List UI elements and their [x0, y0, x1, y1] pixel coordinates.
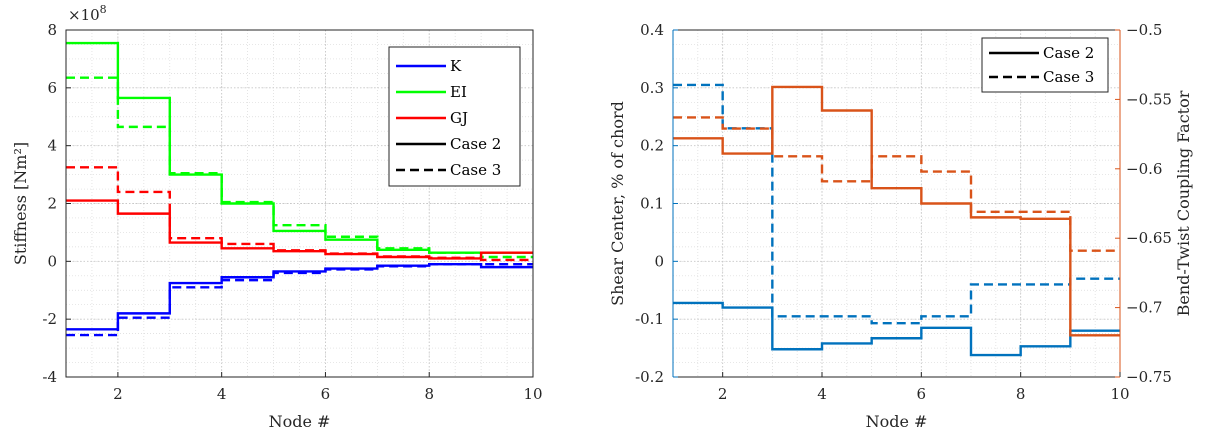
- y-tick-label-left: 0.2: [640, 137, 664, 155]
- legend-label: Case 2: [1043, 44, 1094, 62]
- shear-center-coupling-chart: 2 4 6 8 10 -0.2 -0.1 0 0.1 0.2 0.3 0.4 −0.75 −0.7 −0.6…: [608, 21, 1193, 431]
- series-shear-center-case-2: [673, 301, 1120, 357]
- y-tick-label: 2: [47, 195, 57, 213]
- y-exponent-power: 8: [100, 3, 107, 16]
- y-tick-label-right: −0.6: [1126, 160, 1162, 178]
- x-tick-label: 2: [113, 385, 123, 403]
- y-tick-label-left: 0: [654, 252, 664, 270]
- x-axis-label: Node #: [866, 412, 928, 431]
- y-tick-label: 4: [47, 137, 57, 155]
- legend: K EI GJ Case 2 Case 3: [388, 46, 521, 187]
- y-tick-label-right: −0.55: [1126, 90, 1172, 108]
- y-tick-label-right: −0.7: [1126, 299, 1162, 317]
- x-tick-label: 6: [321, 385, 331, 403]
- legend-label: K: [450, 57, 462, 75]
- y-tick-label-right: −0.75: [1126, 368, 1172, 386]
- legend-box: [388, 46, 521, 187]
- legend: Case 2 Case 3: [981, 37, 1109, 93]
- series-coupling-case-3: [673, 116, 1120, 252]
- x-tick-label: 10: [1110, 385, 1129, 403]
- series-gj-case-3: [66, 166, 533, 262]
- y-axis-label-right: Bend-Twist Coupling Factor: [1174, 90, 1193, 316]
- y-tick-label: -4: [42, 368, 57, 386]
- y-tick-label-right: −0.65: [1126, 229, 1172, 247]
- x-tick-label: 4: [217, 385, 227, 403]
- y-axis-label: Stiffness [Nm²]: [11, 142, 30, 265]
- series-coupling-case-2: [673, 85, 1120, 337]
- legend-box: [981, 37, 1109, 93]
- x-tick-label: 10: [523, 385, 542, 403]
- x-tick-label: 8: [424, 385, 434, 403]
- y-tick-label-left: 0.4: [640, 21, 664, 39]
- x-tick-label: 4: [817, 385, 827, 403]
- x-tick-label: 6: [917, 385, 927, 403]
- legend-label: Case 2: [450, 135, 501, 153]
- y-tick-label-left: 0.1: [640, 195, 664, 213]
- y-tick-label: 6: [47, 79, 57, 97]
- x-tick-label: 2: [718, 385, 728, 403]
- legend-label: Case 3: [450, 161, 501, 179]
- y-tick-label-right: −0.5: [1126, 21, 1162, 39]
- y-tick-label: 8: [47, 21, 57, 39]
- y-tick-label-left: 0.3: [640, 79, 664, 97]
- legend-label: GJ: [450, 109, 468, 127]
- y-tick-label: 0: [47, 252, 57, 270]
- y-axis-label-left: Shear Center, % of chord: [608, 101, 627, 306]
- y-tick-label: -2: [42, 310, 57, 328]
- x-axis-label: Node #: [269, 412, 331, 431]
- series-k-case-3: [66, 263, 533, 337]
- y-tick-label-left: -0.1: [635, 310, 664, 328]
- y-exponent-label: ×108: [68, 3, 107, 24]
- y-tick-label-left: -0.2: [635, 368, 664, 386]
- series-ei-case-3: [66, 76, 533, 259]
- legend-label: Case 3: [1043, 68, 1094, 86]
- legend-label: EI: [450, 83, 467, 101]
- x-tick-label: 8: [1016, 385, 1026, 403]
